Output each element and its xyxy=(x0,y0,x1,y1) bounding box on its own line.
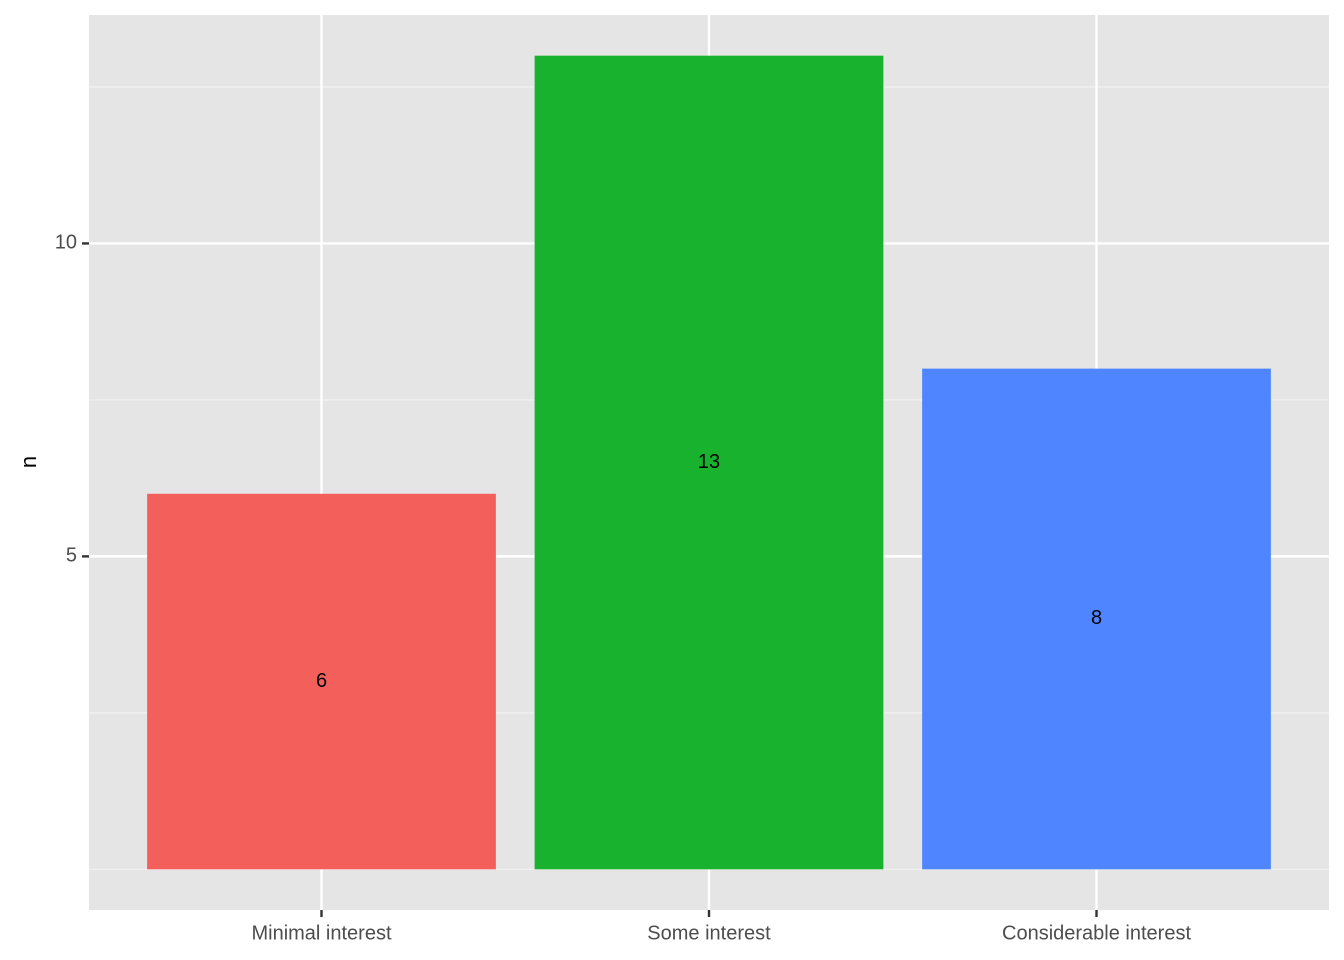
x-tick-label: Considerable interest xyxy=(1002,922,1191,944)
x-tick-label: Some interest xyxy=(647,922,771,944)
value-label: 13 xyxy=(698,451,720,473)
bar xyxy=(147,493,496,870)
value-label: 8 xyxy=(1091,607,1102,629)
y-axis-title: n xyxy=(16,456,41,468)
y-tick-label: 10 xyxy=(55,232,77,254)
value-label: 6 xyxy=(316,670,327,692)
x-tick-label: Minimal interest xyxy=(251,922,391,944)
y-tick-label: 5 xyxy=(66,545,77,567)
bar xyxy=(922,368,1271,870)
bar xyxy=(534,55,884,870)
